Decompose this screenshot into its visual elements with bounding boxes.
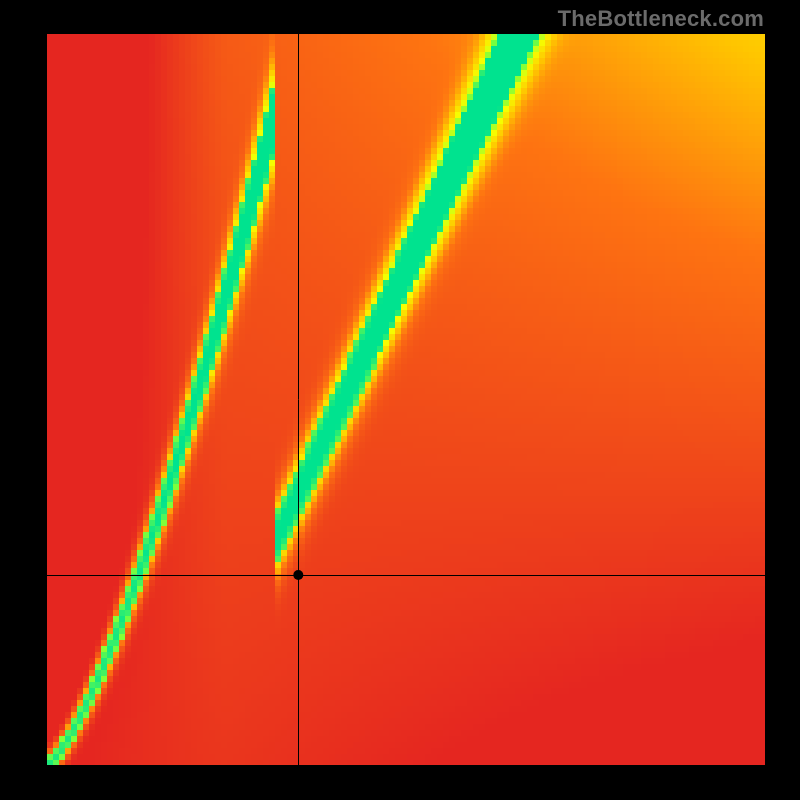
heatmap-canvas: [47, 34, 765, 765]
plot-area: [47, 34, 765, 765]
watermark-text: TheBottleneck.com: [558, 6, 764, 32]
chart-frame: TheBottleneck.com: [0, 0, 800, 800]
